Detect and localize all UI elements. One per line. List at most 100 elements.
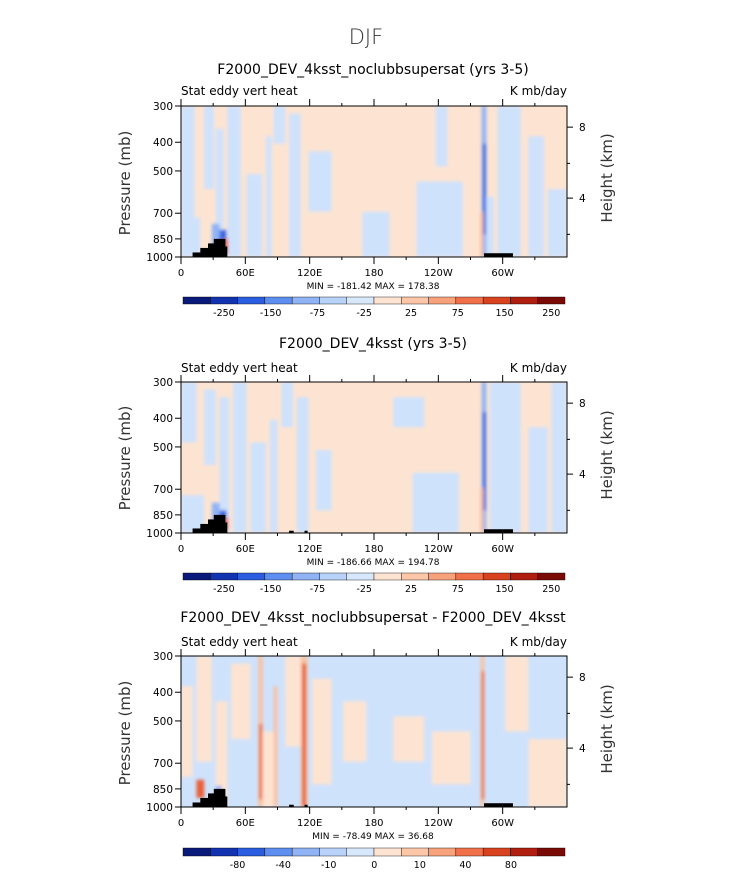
colorbar-label: 75 (452, 308, 464, 319)
field-region (285, 656, 301, 747)
panel-2-minmax: MIN = -186.66 MAX = 194.78 (307, 558, 440, 568)
colorbar-swatch (373, 296, 402, 305)
colorbar-swatch (401, 847, 429, 857)
x-tick-label: 60E (236, 544, 255, 555)
panel-3-title: F2000_DEV_4ksst_noclubbsupersat - F2000_… (180, 610, 566, 626)
x-tick-label: 120W (424, 818, 453, 829)
y-tick-label: 500 (153, 442, 173, 454)
x-tick-label: 60E (236, 818, 255, 829)
field-region (250, 442, 266, 533)
colorbar-swatch (237, 847, 266, 857)
field-region (412, 472, 459, 533)
topography-block (219, 796, 228, 807)
colorbar-label: 150 (495, 584, 513, 595)
field-region (302, 663, 307, 807)
colorbar-label: -25 (356, 584, 372, 595)
colorbar-swatch (264, 847, 293, 857)
colorbar-label: -40 (275, 860, 291, 871)
colorbar-swatch (346, 847, 375, 857)
field-region (215, 701, 228, 807)
topography-block (219, 522, 228, 533)
topography-block (289, 530, 294, 533)
colorbar-swatch (537, 296, 566, 305)
panel-1-ylabel: Pressure (mb) (116, 131, 134, 236)
colorbar-swatch (428, 572, 457, 581)
field-region (482, 196, 494, 257)
y-tick-label: 850 (153, 784, 173, 796)
panel-3: F2000_DEV_4ksst_noclubbsupersat - F2000_… (116, 610, 616, 871)
y-tick-label: 1000 (146, 802, 173, 814)
x-tick-label: 180 (364, 268, 383, 279)
colorbar-swatch (210, 847, 238, 857)
panel-1-topography (192, 238, 513, 257)
field-region (204, 106, 214, 190)
colorbar-label: 250 (542, 584, 560, 595)
field-region (219, 397, 230, 533)
panel-3-ylabel: Pressure (mb) (116, 681, 134, 786)
topography-block (289, 804, 294, 807)
x-tick-label: 120E (297, 268, 322, 279)
field-region (431, 731, 471, 785)
field-region (393, 397, 425, 428)
colorbar-swatch (401, 572, 429, 581)
y-tick-label: 300 (153, 651, 173, 663)
colorbar-swatch (319, 296, 347, 305)
colorbar-label: 75 (452, 584, 464, 595)
y-tick-label: 850 (153, 510, 173, 522)
height-tick-label: 4 (579, 469, 586, 481)
colorbar-label: 25 (405, 584, 417, 595)
colorbar-swatch (537, 847, 566, 857)
y-tick-label: 500 (153, 716, 173, 728)
field-region (281, 382, 293, 428)
y-tick-label: 1000 (146, 252, 173, 264)
topography-block (304, 530, 308, 533)
field-region (480, 487, 484, 533)
field-region (289, 113, 301, 257)
field-region (258, 731, 278, 807)
colorbar-label: 150 (495, 308, 513, 319)
colorbar-label: 0 (371, 860, 377, 871)
y-tick-label: 300 (153, 377, 173, 389)
panel-1-ylabel-right: Height (km) (598, 133, 616, 222)
topography-block (484, 529, 513, 533)
field-region (273, 686, 278, 807)
field-region (489, 382, 521, 533)
colorbar-swatch (373, 847, 402, 857)
field-region (273, 106, 286, 144)
topography-block (219, 246, 228, 257)
colorbar-swatch (455, 572, 484, 581)
x-tick-label: 120W (424, 268, 453, 279)
field-region (204, 389, 216, 466)
colorbar-label: -75 (310, 308, 326, 319)
y-tick-label: 700 (153, 484, 173, 496)
colorbar-swatch (182, 847, 211, 857)
panel-2-field (181, 382, 567, 533)
field-region (196, 779, 205, 798)
colorbar-swatch (428, 296, 457, 305)
y-tick-label: 400 (153, 137, 173, 149)
colorbar-label: -80 (230, 860, 246, 871)
field-region (528, 739, 567, 807)
y-tick-label: 850 (153, 234, 173, 246)
panel-1: F2000_DEV_4ksst_noclubbsupersat (yrs 3-5… (116, 62, 616, 319)
x-tick-label: 60W (491, 268, 514, 279)
panel-3-field (181, 656, 567, 807)
colorbar-swatch (482, 847, 511, 857)
y-tick-label: 400 (153, 413, 173, 425)
panel-3-ylabel-right: Height (km) (598, 684, 616, 773)
field-region (551, 382, 567, 533)
panel-2-title: F2000_DEV_4ksst (yrs 3-5) (279, 336, 467, 352)
field-region (296, 397, 309, 533)
field-region (181, 217, 201, 257)
field-region (227, 106, 241, 257)
height-tick-label: 8 (579, 672, 586, 684)
x-tick-label: 180 (364, 818, 383, 829)
height-tick-label: 8 (579, 122, 586, 134)
colorbar-swatch (319, 572, 347, 581)
colorbar-swatch (373, 572, 402, 581)
height-tick-label: 4 (579, 743, 586, 755)
field-region (233, 382, 247, 533)
colorbar-swatch (291, 847, 320, 857)
colorbar-swatch (401, 296, 429, 305)
colorbar-swatch (319, 847, 347, 857)
